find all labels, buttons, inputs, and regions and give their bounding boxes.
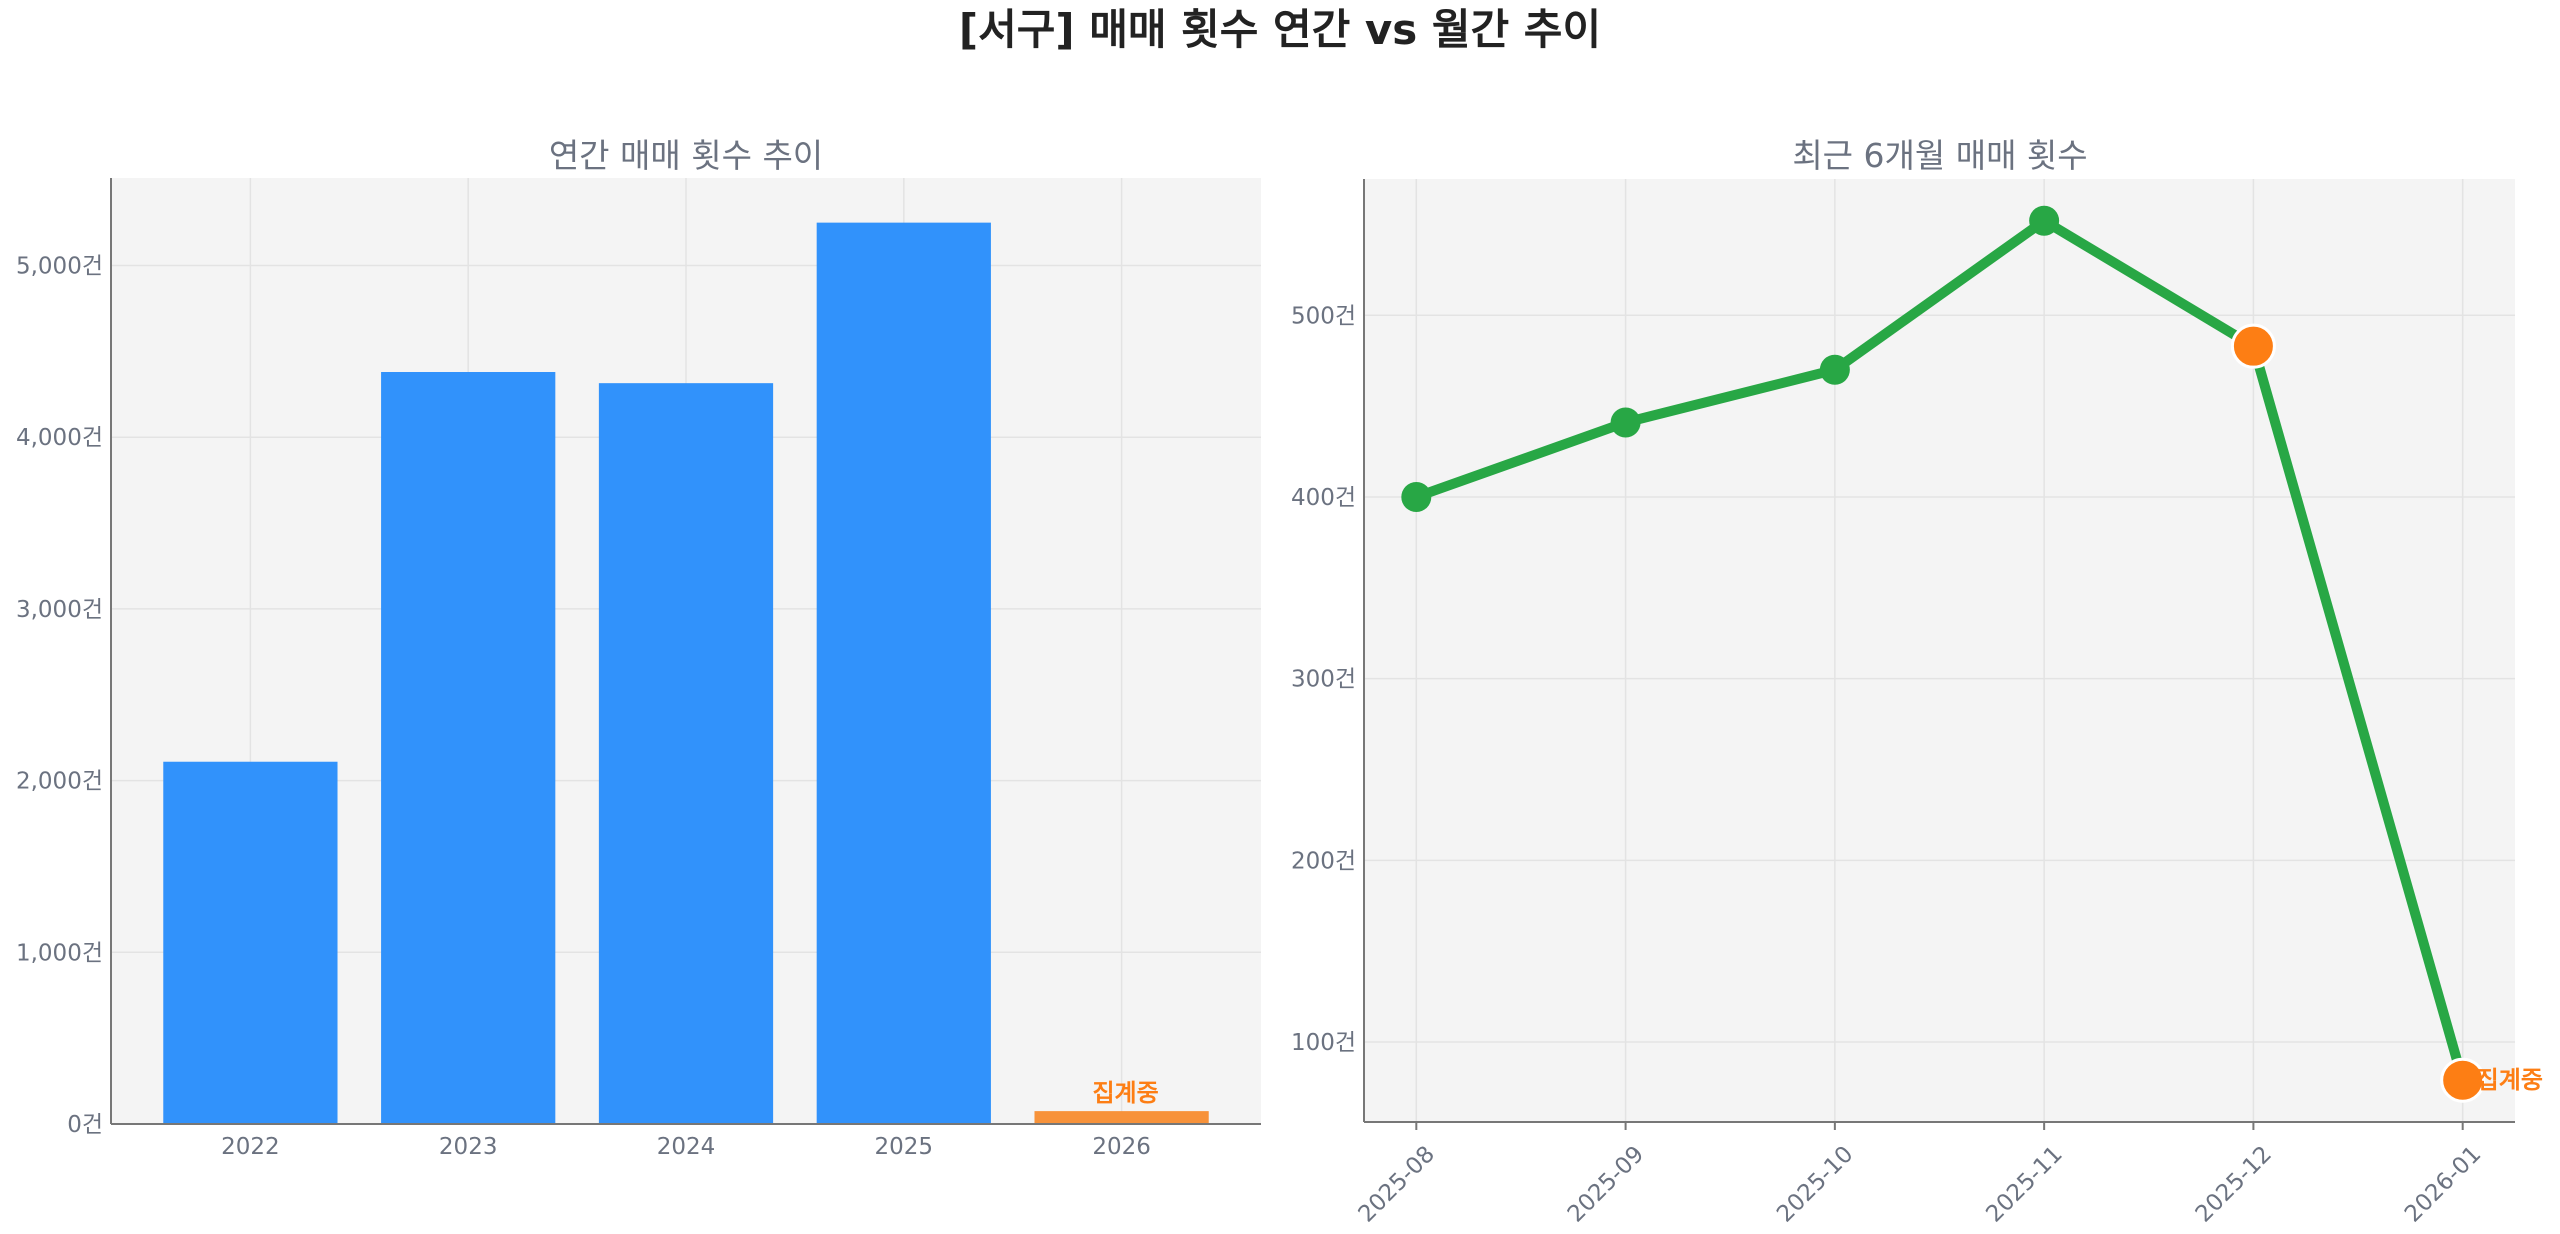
y-tick-label: 1,000건 [16, 940, 103, 966]
x-tick-label: 2022 [221, 1134, 280, 1160]
y-tick-label: 5,000건 [16, 254, 103, 280]
y-tick-label: 200건 [1291, 848, 1356, 874]
data-point-2025-10 [1819, 354, 1850, 385]
in-progress-annotation: 집계중 [1092, 1079, 1158, 1107]
data-point-2025-09 [1610, 407, 1641, 438]
y-tick-label: 100건 [1291, 1030, 1356, 1056]
y-tick-label: 400건 [1291, 485, 1356, 511]
y-tick-label: 300건 [1291, 667, 1356, 693]
y-tick-label: 0건 [67, 1112, 103, 1138]
series-line [1414, 215, 2468, 1082]
x-tick-label: 2025-12 [2191, 1141, 2277, 1227]
plot-area [1364, 179, 2515, 1122]
in-progress-annotation: 집계중 [2477, 1066, 2543, 1094]
monthly-chart-title: 최근 6개월 매매 횟수 [1792, 136, 2087, 175]
bar-2024 [598, 383, 774, 1124]
data-point-2026-01 [2440, 1057, 2486, 1103]
x-tick-label: 2025-09 [1563, 1141, 1649, 1227]
figure-title: [서구] 매매 횟수 연간 vs 월간 추이 [959, 5, 1601, 54]
y-tick-label: 4,000건 [16, 425, 103, 451]
y-tick-label: 500건 [1291, 303, 1356, 329]
annual-chart-title: 연간 매매 횟수 추이 [549, 136, 823, 175]
bar-2026 [1034, 1111, 1209, 1124]
x-tick-label: 2024 [657, 1134, 716, 1160]
x-tick-label: 2025-10 [1772, 1141, 1858, 1227]
data-point-2025-12 [2230, 323, 2276, 369]
annual-bar-chart: 연간 매매 횟수 추이 0건 1,000건 2,000건 3,000건 4,000건 5,… [16, 136, 1261, 1160]
x-tick-label: 2026-01 [2400, 1141, 2486, 1227]
data-point-2025-08 [1401, 481, 1432, 512]
x-tick-label: 2025 [875, 1134, 934, 1160]
data-point-2025-11 [2029, 205, 2060, 236]
y-tick-label: 3,000건 [16, 597, 103, 623]
x-tick-label: 2025-11 [1981, 1141, 2067, 1227]
bar-2023 [381, 372, 556, 1124]
x-tick-label: 2026 [1092, 1134, 1151, 1160]
x-tick-label: 2025-08 [1354, 1141, 1440, 1227]
y-tick-label: 2,000건 [16, 769, 103, 795]
bar-2025 [816, 222, 991, 1124]
monthly-line-chart: 최근 6개월 매매 횟수 2025-08 2025-09 2025-10 2025-1… [1291, 136, 2543, 1228]
bar-2022 [163, 761, 338, 1124]
x-tick-label: 2023 [439, 1134, 498, 1160]
